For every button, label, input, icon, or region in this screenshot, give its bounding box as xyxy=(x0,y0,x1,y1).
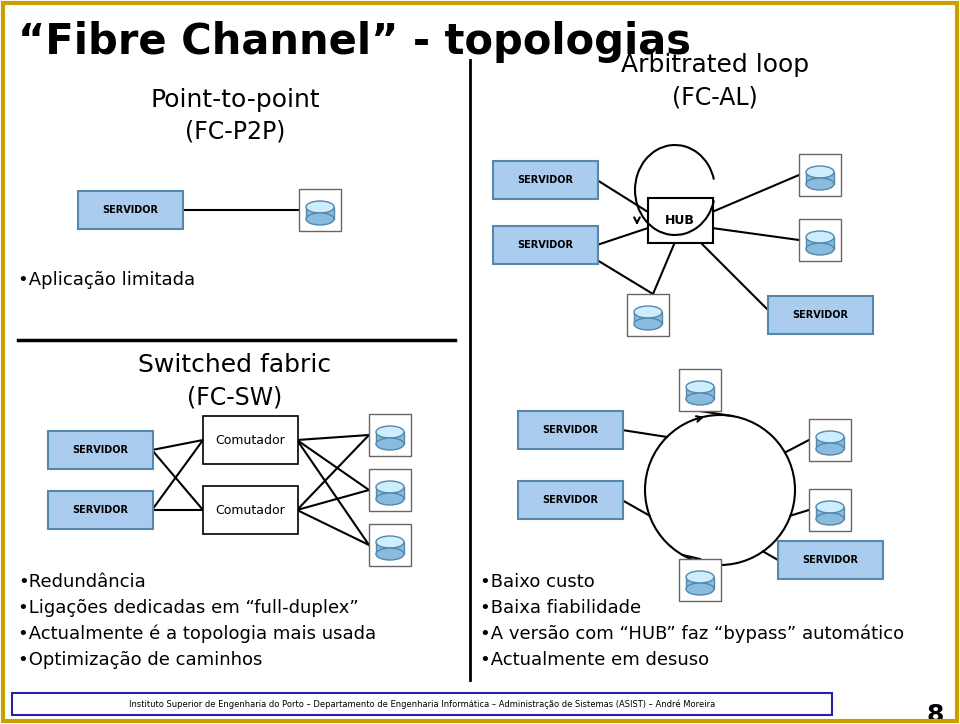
Bar xyxy=(686,577,714,589)
Text: Point-to-point: Point-to-point xyxy=(150,88,320,112)
Bar xyxy=(517,481,622,519)
Ellipse shape xyxy=(686,583,714,595)
Bar xyxy=(816,507,844,519)
Text: Arbitrated loop: Arbitrated loop xyxy=(621,53,809,77)
Text: Instituto Superior de Engenharia do Porto – Departamento de Engenharia Informáti: Instituto Superior de Engenharia do Port… xyxy=(129,699,715,709)
Text: •Optimização de caminhos: •Optimização de caminhos xyxy=(18,651,262,669)
Ellipse shape xyxy=(686,393,714,405)
Bar xyxy=(299,189,341,231)
Text: (FC-P2P): (FC-P2P) xyxy=(185,120,285,144)
Text: SERVIDOR: SERVIDOR xyxy=(517,175,573,185)
Bar xyxy=(809,489,851,531)
Bar xyxy=(679,369,721,411)
Bar xyxy=(517,411,622,449)
Bar xyxy=(634,312,662,324)
Text: •Redundância: •Redundância xyxy=(18,573,146,591)
Ellipse shape xyxy=(686,571,714,583)
Text: •Actualmente em desuso: •Actualmente em desuso xyxy=(480,651,709,669)
Ellipse shape xyxy=(806,166,834,178)
Text: •A versão com “HUB” faz “bypass” automático: •A versão com “HUB” faz “bypass” automát… xyxy=(480,625,904,643)
Bar xyxy=(647,198,712,243)
Bar xyxy=(47,491,153,529)
Text: Switched fabric: Switched fabric xyxy=(138,353,331,377)
Text: •Actualmente é a topologia mais usada: •Actualmente é a topologia mais usada xyxy=(18,625,376,643)
Bar xyxy=(369,469,411,511)
Ellipse shape xyxy=(806,231,834,243)
Ellipse shape xyxy=(376,536,404,548)
Text: (FC-AL): (FC-AL) xyxy=(672,85,757,109)
Text: •Baixa fiabilidade: •Baixa fiabilidade xyxy=(480,599,641,617)
Text: •Aplicação limitada: •Aplicação limitada xyxy=(18,271,195,289)
Text: SERVIDOR: SERVIDOR xyxy=(542,495,598,505)
Bar xyxy=(679,559,721,601)
Ellipse shape xyxy=(634,306,662,318)
Text: HUB: HUB xyxy=(665,214,695,227)
Text: SERVIDOR: SERVIDOR xyxy=(72,445,128,455)
Bar xyxy=(799,154,841,196)
Ellipse shape xyxy=(376,481,404,493)
Bar xyxy=(376,432,404,444)
Ellipse shape xyxy=(806,243,834,255)
Text: SERVIDOR: SERVIDOR xyxy=(802,555,858,565)
Bar xyxy=(12,693,832,715)
Text: •Baixo custo: •Baixo custo xyxy=(480,573,595,591)
Ellipse shape xyxy=(376,426,404,438)
Text: SERVIDOR: SERVIDOR xyxy=(542,425,598,435)
Text: •Ligações dedicadas em “full-duplex”: •Ligações dedicadas em “full-duplex” xyxy=(18,599,359,617)
Ellipse shape xyxy=(816,513,844,525)
Text: 8: 8 xyxy=(926,703,944,724)
Bar xyxy=(376,542,404,554)
Ellipse shape xyxy=(306,201,334,213)
Bar xyxy=(203,416,298,464)
Bar xyxy=(369,524,411,566)
Ellipse shape xyxy=(806,178,834,190)
Ellipse shape xyxy=(376,493,404,505)
Bar xyxy=(78,191,182,229)
Ellipse shape xyxy=(816,501,844,513)
Ellipse shape xyxy=(376,548,404,560)
Ellipse shape xyxy=(816,431,844,443)
Text: SERVIDOR: SERVIDOR xyxy=(72,505,128,515)
Bar xyxy=(816,437,844,449)
Bar xyxy=(627,294,669,336)
Bar xyxy=(492,226,597,264)
Bar xyxy=(369,414,411,456)
Bar xyxy=(686,387,714,399)
Text: SERVIDOR: SERVIDOR xyxy=(102,205,158,215)
Text: (FC-SW): (FC-SW) xyxy=(187,385,282,409)
Bar xyxy=(306,207,334,219)
Ellipse shape xyxy=(634,318,662,330)
Text: SERVIDOR: SERVIDOR xyxy=(517,240,573,250)
Text: “Fibre Channel” - topologias: “Fibre Channel” - topologias xyxy=(18,21,691,63)
Text: Comutador: Comutador xyxy=(215,434,285,447)
Ellipse shape xyxy=(376,438,404,450)
Bar xyxy=(799,219,841,261)
Bar xyxy=(47,431,153,469)
Text: Comutador: Comutador xyxy=(215,503,285,516)
Bar xyxy=(778,541,882,579)
Bar xyxy=(203,486,298,534)
Bar xyxy=(806,172,834,184)
Bar xyxy=(809,419,851,461)
Bar xyxy=(806,237,834,249)
Ellipse shape xyxy=(686,381,714,393)
Text: SERVIDOR: SERVIDOR xyxy=(792,310,848,320)
Bar xyxy=(376,487,404,499)
Bar xyxy=(767,296,873,334)
Ellipse shape xyxy=(306,213,334,225)
Ellipse shape xyxy=(816,443,844,455)
Bar xyxy=(492,161,597,199)
